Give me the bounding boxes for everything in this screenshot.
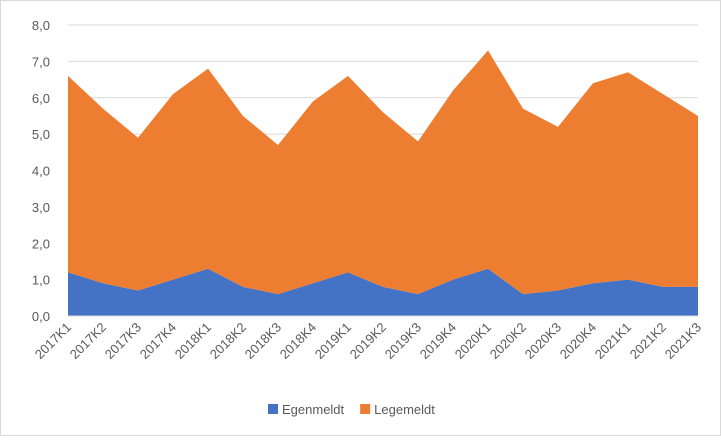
- area: [68, 268, 698, 316]
- legend-label: Legemeldt: [374, 402, 435, 417]
- y-tick-label: 0,0: [32, 309, 50, 324]
- y-tick-label: 2,0: [32, 236, 50, 251]
- y-tick-label: 7,0: [32, 54, 50, 69]
- y-tick-label: 1,0: [32, 273, 50, 288]
- legend-swatch: [268, 404, 278, 414]
- legend-swatch: [360, 404, 371, 414]
- y-tick-label: 3,0: [32, 200, 50, 215]
- y-tick-label: 5,0: [32, 127, 50, 142]
- legend-label: Egenmeldt: [282, 402, 345, 417]
- y-tick-label: 6,0: [32, 91, 50, 106]
- y-tick-label: 4,0: [32, 164, 50, 179]
- y-tick-label: 8,0: [32, 18, 50, 33]
- area: [68, 50, 698, 295]
